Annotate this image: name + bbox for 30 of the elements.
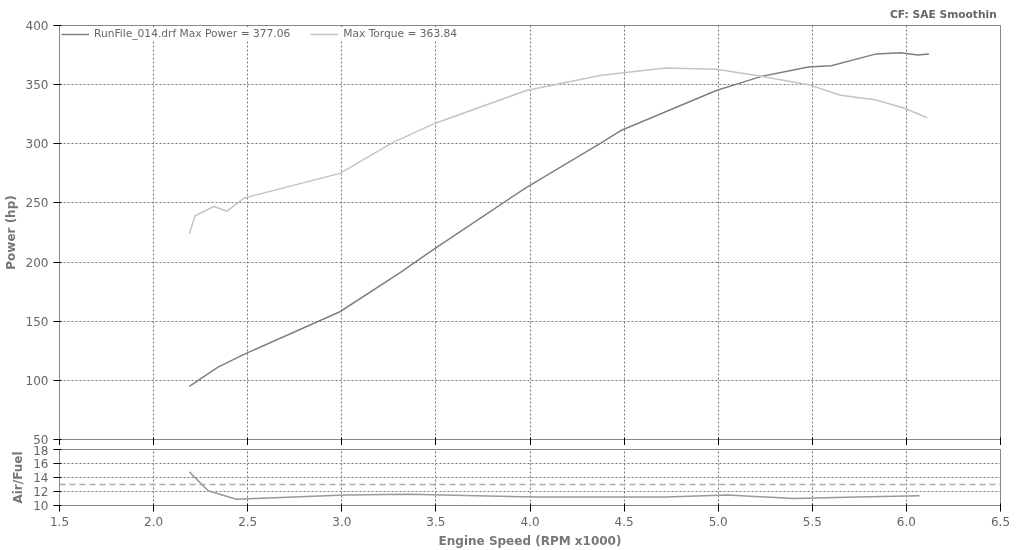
y-axis-title: Air/Fuel xyxy=(11,451,26,504)
x-tick-label: 2.0 xyxy=(144,514,164,529)
line-series xyxy=(188,471,921,500)
y-tick-label: 250 xyxy=(25,196,49,211)
y-tick-label: 300 xyxy=(25,137,49,152)
y-tick-label: 12 xyxy=(33,485,49,499)
legend-label: Max Torque = 363.84 xyxy=(343,27,458,40)
y-tick-label: 100 xyxy=(25,373,49,388)
x-tick-label: 5.5 xyxy=(802,514,822,529)
line-series xyxy=(188,67,928,235)
y-tick-label: 150 xyxy=(25,314,49,329)
y-tick-label: 400 xyxy=(25,19,49,33)
x-tick-label: 2.5 xyxy=(238,514,258,529)
x-tick-label: 5.0 xyxy=(708,514,728,529)
x-axis-title: Engine Speed (RPM x1000) xyxy=(438,533,622,548)
x-tick-label: 3.0 xyxy=(332,514,352,529)
x-tick-label: 6.5 xyxy=(990,514,1011,529)
y-tick-label: 350 xyxy=(25,78,49,93)
legend-label: RunFile_014.drf Max Power = 377.06 xyxy=(94,27,291,40)
y-tick-label: 14 xyxy=(33,471,49,485)
y-axis-title: Power (hp) xyxy=(3,195,18,270)
x-tick-label: 3.5 xyxy=(426,514,446,529)
x-tick-label: 4.0 xyxy=(520,514,540,529)
text: CF: SAE Smoothin xyxy=(890,7,997,21)
y-tick-label: 200 xyxy=(25,255,49,270)
y-tick-label: 16 xyxy=(33,457,49,471)
y-tick-label: 10 xyxy=(33,499,49,513)
x-tick-label: 1.5 xyxy=(49,514,70,529)
x-tick-label: 6.0 xyxy=(896,514,916,529)
x-tick-label: 4.5 xyxy=(614,514,634,529)
